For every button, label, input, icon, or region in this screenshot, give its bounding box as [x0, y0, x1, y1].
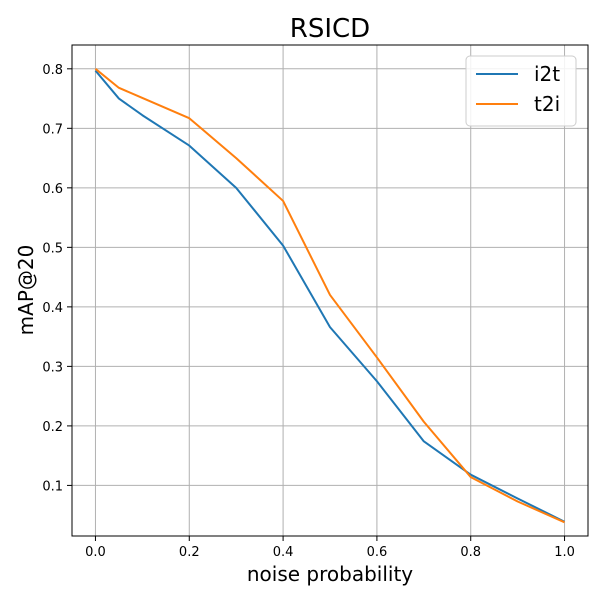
x-tick-label: 0.2: [179, 545, 200, 560]
y-tick-label: 0.4: [42, 301, 63, 316]
x-tick-label: 0.0: [85, 545, 106, 560]
legend: i2t t2i: [465, 55, 577, 127]
legend-label-t2i: t2i: [534, 92, 560, 116]
axis-ticks: 0.0 0.2 0.4 0.6 0.8 1.0 0.1 0.2 0.3 0.4 0.5 0.6 0.7 0…: [42, 63, 575, 560]
legend-label-i2t: i2t: [534, 62, 560, 86]
y-tick-label: 0.1: [42, 479, 63, 494]
chart-title: RSICD: [290, 14, 370, 44]
y-tick-label: 0.5: [42, 241, 63, 256]
y-tick-label: 0.3: [42, 360, 63, 375]
x-tick-label: 0.8: [460, 545, 481, 560]
y-tick-label: 0.7: [42, 122, 63, 137]
plot-frame: [71, 44, 589, 537]
grid: [72, 45, 588, 536]
x-axis-label: noise probability: [247, 562, 413, 586]
y-tick-label: 0.6: [42, 182, 63, 197]
series-lines: [94, 68, 565, 524]
y-tick-label: 0.2: [42, 420, 63, 435]
x-tick-label: 1.0: [554, 545, 575, 560]
y-axis-label: mAP@20: [14, 245, 38, 336]
series-line-i2t: [94, 69, 565, 523]
series-line-t2i: [94, 68, 565, 524]
x-tick-label: 0.4: [273, 545, 294, 560]
y-tick-label: 0.8: [42, 63, 63, 78]
x-tick-label: 0.6: [367, 545, 388, 560]
